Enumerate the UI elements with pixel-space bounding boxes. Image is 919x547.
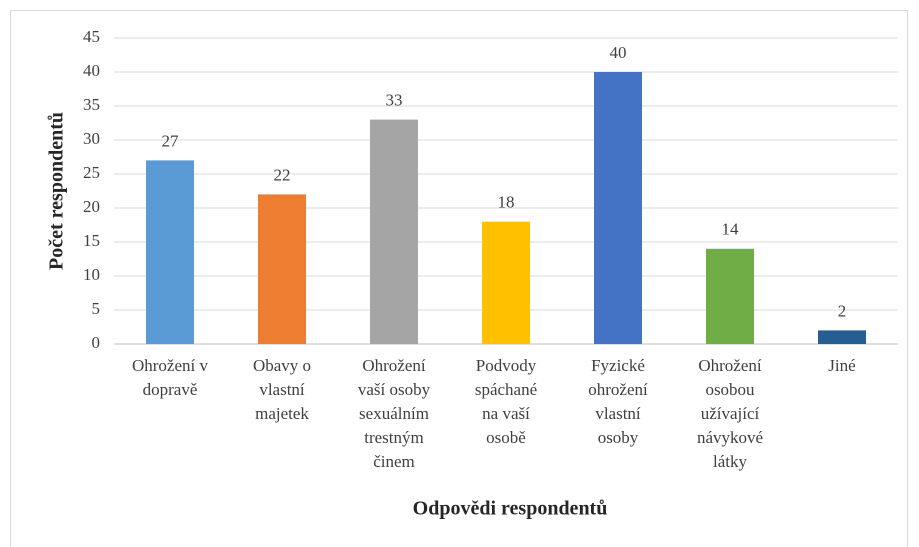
x-tick-label: Podvody spáchané na vaší osobě — [474, 356, 538, 447]
data-label: 2 — [838, 301, 847, 320]
bar — [818, 330, 866, 344]
chart-frame — [10, 10, 908, 547]
y-tick-label: 15 — [83, 231, 100, 250]
data-label: 18 — [498, 193, 515, 212]
x-tick-label: Ohrožení v dopravě — [131, 356, 208, 399]
bar — [258, 194, 306, 344]
x-tick-label: Fyzické ohrožení vlastní osoby — [588, 356, 648, 447]
x-tick-label: Ohrožení osobou užívající návykové látky — [696, 356, 764, 471]
y-tick-label: 30 — [83, 129, 100, 148]
bar — [482, 221, 530, 344]
y-axis-title: Počet respondentů — [46, 112, 68, 270]
x-tick-label: Ohrožení vaší osoby sexuálním trestným č… — [357, 356, 431, 471]
y-tick-label: 5 — [92, 299, 101, 318]
y-tick-label: 25 — [83, 163, 100, 182]
bar — [370, 119, 418, 344]
x-axis-title: Odpovědi respondentů — [413, 498, 608, 520]
y-tick-label: 40 — [83, 61, 100, 80]
y-tick-label: 45 — [83, 27, 100, 46]
y-tick-label: 20 — [83, 197, 100, 216]
bar — [146, 160, 194, 344]
y-tick-label: 0 — [92, 333, 101, 352]
bar — [594, 72, 642, 344]
y-tick-label: 35 — [83, 95, 100, 114]
x-tick-label: Obavy o vlastní majetek — [252, 356, 312, 423]
data-label: 14 — [722, 220, 740, 239]
data-label: 33 — [386, 91, 403, 110]
x-tick-label: Jiné — [828, 356, 856, 375]
data-label: 27 — [162, 131, 180, 150]
data-label: 22 — [274, 165, 291, 184]
y-tick-label: 10 — [83, 265, 100, 284]
bar — [706, 248, 754, 344]
data-label: 40 — [610, 43, 627, 62]
